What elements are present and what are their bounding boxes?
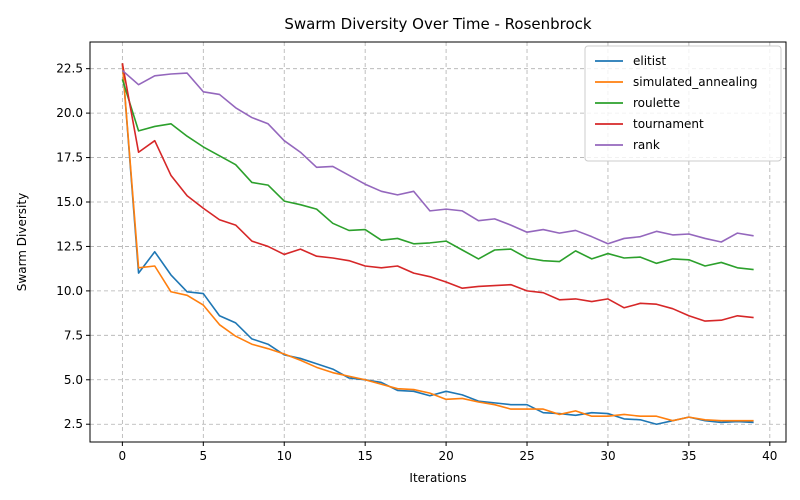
series-line-roulette [121, 79, 754, 271]
series-line-tournament [121, 63, 754, 322]
y-tick-label: 17.5 [56, 151, 83, 165]
legend-label: tournament [633, 117, 704, 131]
plot-series [121, 63, 754, 426]
y-tick-label: 20.0 [56, 106, 83, 120]
x-axis-ticks: 0 5 10 15 20 25 30 35 40 [119, 442, 777, 463]
x-tick-label: 10 [277, 449, 292, 463]
y-tick-label: 22.5 [56, 62, 83, 76]
x-tick-label: 15 [358, 449, 373, 463]
legend-label: rank [633, 138, 660, 152]
x-tick-label: 35 [681, 449, 696, 463]
x-tick-label: 20 [438, 449, 453, 463]
y-axis-label: Swarm Diversity [15, 193, 29, 291]
y-tick-label: 7.5 [64, 328, 83, 342]
y-axis-ticks: 2.5 5.0 7.5 10.0 12.5 15.0 17.5 20.0 22.5 [56, 62, 90, 431]
y-tick-label: 2.5 [64, 417, 83, 431]
x-tick-label: 40 [762, 449, 777, 463]
legend-label: simulated_annealing [633, 75, 757, 89]
y-tick-label: 15.0 [56, 195, 83, 209]
grid [90, 42, 786, 442]
series-line-simulated-annealing [121, 63, 754, 422]
legend: elitist simulated_annealing roulette tourna… [584, 45, 782, 162]
legend-box [584, 45, 782, 162]
chart-title: Swarm Diversity Over Time - Rosenbrock [284, 15, 592, 33]
x-tick-label: 30 [600, 449, 615, 463]
y-tick-label: 10.0 [56, 284, 83, 298]
x-tick-label: 5 [199, 449, 207, 463]
y-tick-label: 5.0 [64, 373, 83, 387]
plot-area-frame [89, 41, 787, 443]
series-line-elitist [121, 63, 754, 426]
legend-label: roulette [633, 96, 680, 110]
x-axis-label: Iterations [409, 471, 466, 485]
x-tick-label: 25 [519, 449, 534, 463]
series-line-rank [121, 69, 754, 245]
legend-label: elitist [633, 54, 666, 68]
x-tick-label: 0 [119, 449, 127, 463]
y-tick-label: 12.5 [56, 239, 83, 253]
